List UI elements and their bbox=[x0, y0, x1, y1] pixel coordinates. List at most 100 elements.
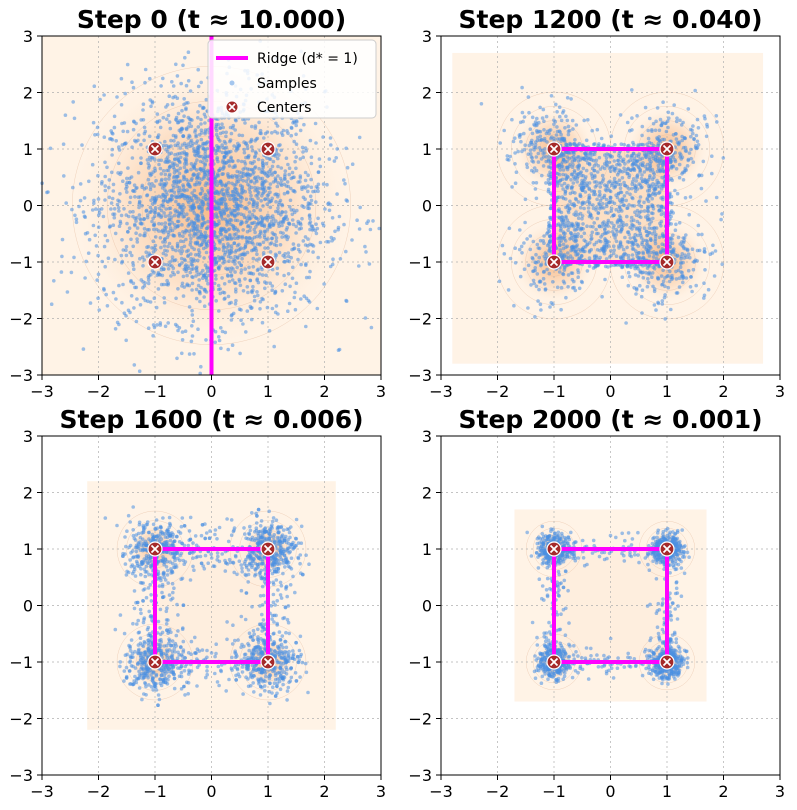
sample-point bbox=[648, 272, 652, 276]
sample-point bbox=[239, 263, 243, 267]
sample-point bbox=[565, 174, 570, 179]
sample-point bbox=[638, 283, 642, 288]
sample-point bbox=[570, 245, 574, 250]
sample-point bbox=[369, 325, 374, 330]
sample-point bbox=[221, 208, 225, 212]
sample-point bbox=[572, 279, 576, 284]
sample-point bbox=[111, 223, 116, 227]
sample-point bbox=[200, 186, 204, 191]
sample-point bbox=[533, 260, 537, 264]
sample-point bbox=[265, 202, 269, 206]
sample-point bbox=[318, 164, 323, 169]
sample-point bbox=[602, 195, 606, 200]
sample-point bbox=[271, 159, 276, 164]
sample-point bbox=[508, 256, 513, 261]
sample-point bbox=[230, 159, 234, 163]
sample-point bbox=[581, 227, 585, 231]
sample-point bbox=[536, 151, 541, 156]
sample-point bbox=[525, 162, 529, 166]
sample-point bbox=[173, 223, 177, 227]
sample-point bbox=[268, 199, 273, 203]
sample-point bbox=[612, 213, 616, 217]
sample-point bbox=[133, 223, 137, 228]
sample-point bbox=[246, 155, 251, 160]
sample-point bbox=[660, 175, 664, 180]
sample-point bbox=[283, 169, 288, 173]
center-marker bbox=[260, 141, 276, 157]
sample-point bbox=[572, 141, 577, 146]
sample-point bbox=[630, 116, 634, 120]
sample-point bbox=[658, 221, 662, 226]
sample-point bbox=[233, 186, 237, 191]
sample-point bbox=[574, 210, 578, 214]
sample-point bbox=[701, 159, 706, 164]
sample-point bbox=[576, 252, 580, 256]
sample-point bbox=[248, 236, 252, 240]
sample-point bbox=[296, 243, 301, 247]
sample-point bbox=[608, 189, 613, 194]
sample-point bbox=[627, 173, 632, 177]
sample-point bbox=[247, 187, 252, 192]
sample-point bbox=[604, 188, 609, 193]
sample-point bbox=[593, 175, 597, 179]
sample-point bbox=[103, 160, 107, 165]
sample-point bbox=[566, 124, 571, 129]
sample-point bbox=[216, 192, 221, 196]
sample-point bbox=[224, 134, 228, 139]
sample-point bbox=[146, 299, 150, 304]
sample-point bbox=[229, 314, 234, 318]
sample-point bbox=[219, 346, 223, 351]
sample-point bbox=[337, 214, 342, 219]
sample-point bbox=[242, 253, 246, 257]
sample-point bbox=[648, 150, 653, 155]
sample-point bbox=[157, 194, 161, 199]
sample-point bbox=[568, 142, 573, 147]
sample-point bbox=[646, 192, 651, 197]
sample-point bbox=[239, 159, 244, 164]
sample-point bbox=[651, 182, 655, 186]
sample-point bbox=[688, 195, 693, 199]
sample-point bbox=[617, 224, 621, 229]
sample-point bbox=[596, 211, 601, 215]
sample-point bbox=[268, 281, 272, 285]
sample-point bbox=[303, 170, 308, 175]
sample-point bbox=[512, 303, 516, 308]
sample-point bbox=[175, 120, 180, 125]
sample-point bbox=[532, 122, 536, 127]
sample-point bbox=[633, 189, 638, 194]
sample-point bbox=[172, 190, 177, 195]
sample-point bbox=[651, 170, 656, 175]
sample-point bbox=[651, 204, 655, 208]
sample-point bbox=[168, 211, 173, 215]
sample-point bbox=[170, 161, 175, 165]
sample-point bbox=[278, 243, 283, 247]
sample-point bbox=[182, 205, 186, 210]
sample-point bbox=[693, 146, 698, 150]
sample-point bbox=[640, 270, 644, 275]
sample-point bbox=[666, 110, 671, 115]
sample-point bbox=[290, 170, 295, 175]
sample-point bbox=[190, 288, 194, 292]
sample-point bbox=[201, 202, 205, 206]
sample-point bbox=[276, 156, 280, 161]
sample-point bbox=[685, 255, 689, 259]
sample-point bbox=[603, 227, 607, 231]
sample-point bbox=[154, 305, 159, 310]
sample-point bbox=[295, 120, 299, 124]
sample-point bbox=[164, 565, 169, 569]
sample-point bbox=[538, 148, 543, 153]
sample-point bbox=[148, 300, 153, 304]
sample-point bbox=[573, 245, 578, 250]
sample-point bbox=[96, 225, 101, 229]
sample-point bbox=[544, 181, 548, 185]
sample-point bbox=[64, 201, 68, 205]
sample-point bbox=[646, 277, 650, 281]
sample-point bbox=[306, 249, 311, 253]
sample-point bbox=[584, 138, 589, 143]
sample-point bbox=[217, 338, 222, 343]
sample-point bbox=[192, 352, 196, 356]
sample-point bbox=[520, 149, 524, 154]
centers-markers bbox=[546, 141, 675, 270]
sample-point bbox=[146, 326, 151, 331]
